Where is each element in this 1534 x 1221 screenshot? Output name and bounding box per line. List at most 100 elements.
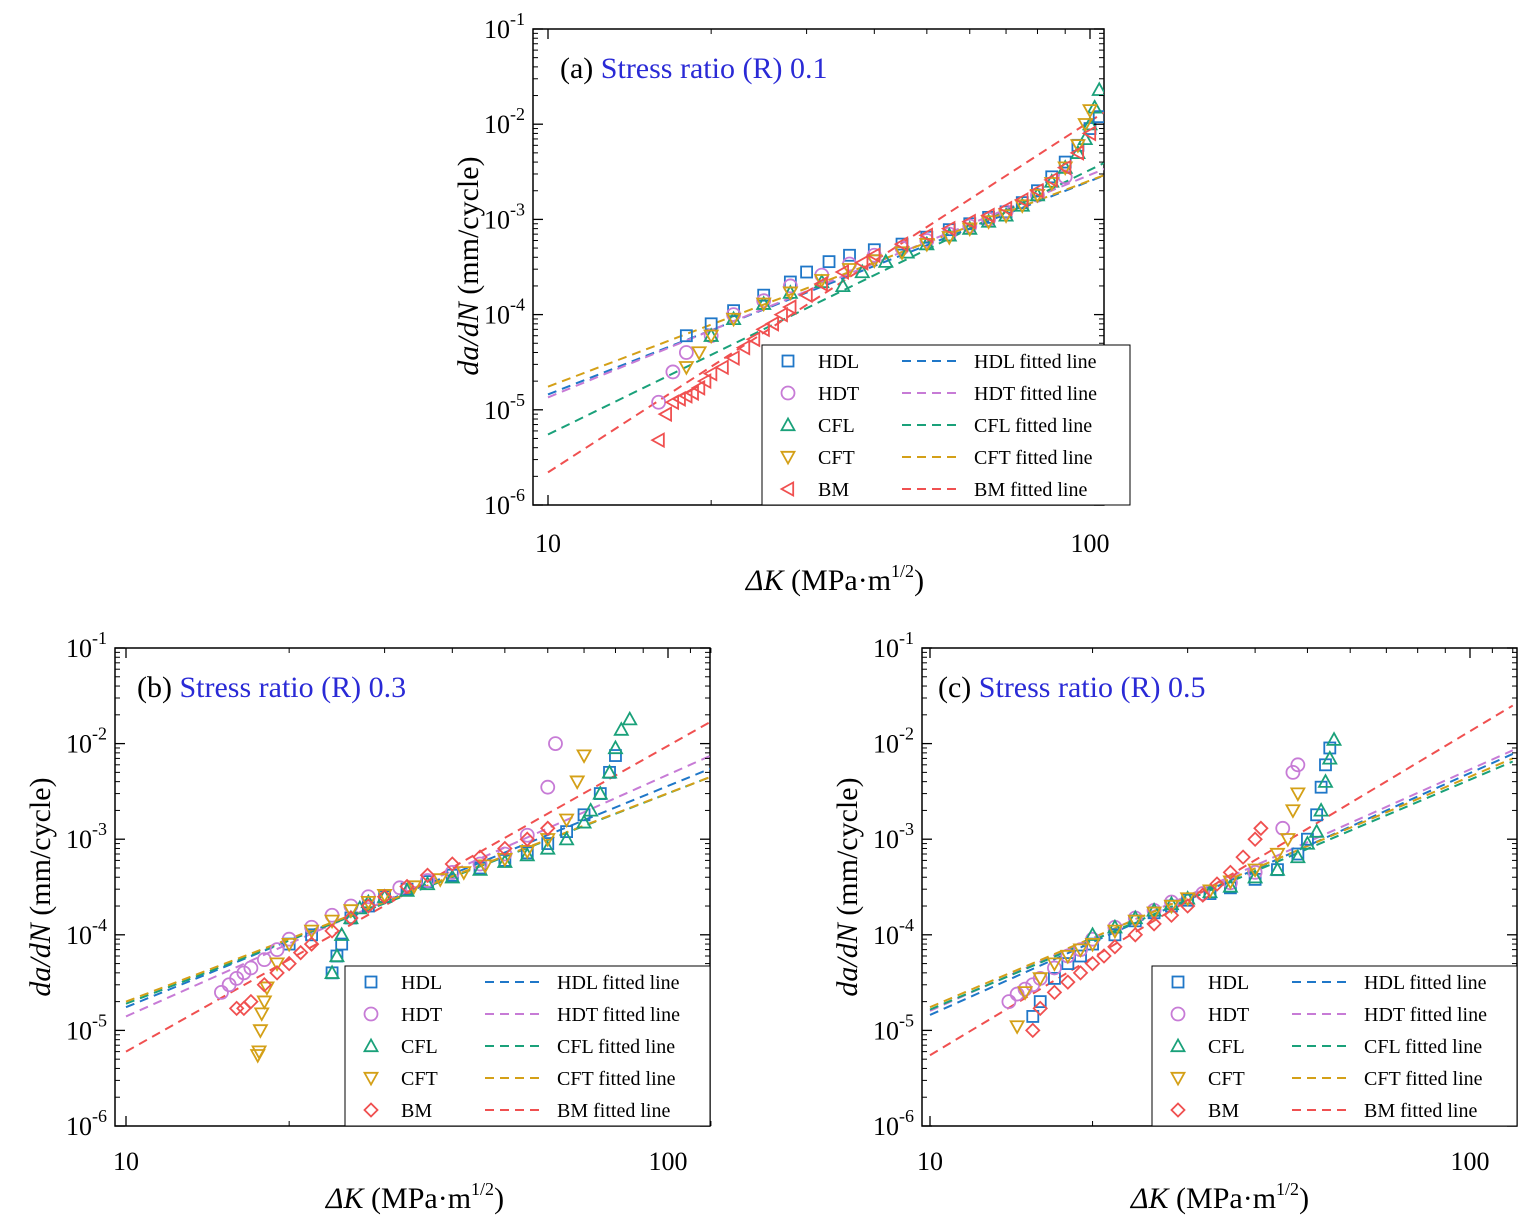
panel-c-xlabel-symbol: ΔK (1130, 1182, 1171, 1215)
panel-a-legend-label-cfl: CFL (818, 415, 855, 437)
panel-c-title-prefix: (c) (938, 671, 979, 704)
panel-b-point-bm (324, 923, 340, 939)
panel-c-point-hdt (1290, 757, 1306, 773)
panel-c-title: (c) Stress ratio (R) 0.5 (938, 671, 1205, 704)
panel-a-ylabel: da/dN (mm/cycle) (452, 156, 485, 375)
panel-a-point-cft (782, 286, 799, 302)
panel-b-legend-line-label-cft: CFT fitted line (557, 1068, 676, 1090)
panel-a-point-bm (980, 207, 995, 224)
panel-a-point-cfl (1069, 144, 1086, 159)
panel-b-point-cft (324, 914, 341, 930)
panel-c-point-cft (1017, 986, 1034, 1001)
panel-b-point-hdl (305, 928, 318, 942)
panel-b-point-bm (399, 878, 415, 895)
panel-b-point-cft (252, 1024, 269, 1039)
panel-c-point-cft (1289, 787, 1306, 802)
panel-c-point-cfl (1222, 878, 1239, 893)
panel-c-point-cft (1201, 884, 1219, 899)
panel-a-legend-label-hdt: HDT (818, 383, 859, 405)
panel-c-point-bm (1046, 984, 1063, 1001)
panel-b-ylabel-symbol: da/dN (24, 921, 57, 996)
panel-c-point-cfl (1321, 750, 1338, 765)
panel-b-point-cfl (576, 814, 593, 829)
panel-a-point-bm (961, 213, 976, 230)
panel-b-legend-label-hdt: HDT (401, 1004, 442, 1026)
panel-c-legend-marker-cfl (1169, 1037, 1187, 1053)
panel-c-point-cfl (1308, 823, 1325, 838)
panel-c-point-bm (1163, 907, 1180, 924)
panel-c-point-cfl (1146, 902, 1163, 917)
panel-a-point-cft (725, 312, 742, 328)
panel-b-point-hdt (243, 960, 259, 976)
panel-b-title-text: Stress ratio (R) 0.3 (179, 671, 406, 704)
panel-a-point-bm (702, 365, 718, 382)
panel-c-marks (929, 704, 1514, 1057)
panel-b-point-bm (376, 888, 393, 905)
panel-a-ytick-labels: 10-6 10-5 10-4 10-3 10-2 10-1 (484, 9, 525, 520)
panel-c-ytick-labels: 10-6 10-5 10-4 10-3 10-2 10-1 (873, 628, 914, 1141)
panel-b-point-bm (444, 856, 461, 872)
panel-c-point-hdt (1247, 864, 1263, 880)
panel-c-xlabel: ΔK (MPa·m1/2) (1130, 1179, 1309, 1215)
panel-b-ytick-label: 10-5 (66, 1010, 107, 1045)
panel-c-legend-line-label-cfl: CFL fitted line (1364, 1036, 1482, 1058)
panel-a-title-prefix: (a) (560, 52, 601, 85)
panel-b-point-bm (243, 993, 259, 1010)
panel-b-point-cft (258, 981, 275, 997)
panel-a-point-bm (657, 406, 672, 423)
panel-c-point-cft (1127, 914, 1144, 930)
panel-a-xlabel-close: ) (914, 564, 924, 597)
panel-a-point-bm (918, 227, 933, 244)
panel-c-point-hdl (1026, 1010, 1040, 1023)
panel-b-point-bm (292, 944, 309, 961)
panel-c-point-cft (1163, 899, 1180, 915)
panel-c-ytick-label: 10-4 (873, 915, 914, 950)
panel-b-point-cfl (558, 830, 575, 846)
panel-b-point-hdt (269, 942, 285, 958)
panel-a-point-cfl (899, 244, 916, 259)
panel-b-point-hdt (214, 984, 229, 1000)
panel-a-point-bm (813, 275, 828, 292)
panel-c-point-cft (1106, 924, 1123, 940)
panel-b-point-bm (419, 867, 436, 883)
panel-c-point-cfl (1325, 731, 1343, 746)
panel-b-xlabel-symbol: ΔK (325, 1182, 366, 1215)
panel-a-point-cfl (877, 253, 894, 268)
panel-a-legend-label-cft: CFT (818, 447, 855, 469)
panel-c-point-cft (1146, 906, 1163, 922)
panel-a-point-bm (893, 236, 909, 253)
panel-b-point-cfl (328, 947, 345, 963)
panel-a-point-hdl (1092, 110, 1104, 124)
panel-a-legend-line-label-hdt: HDT fitted line (974, 383, 1097, 405)
panel-c-point-bm (1072, 965, 1089, 981)
panel-b-marks (125, 710, 710, 1064)
panel-c-point-cft (1046, 957, 1063, 972)
panel-c-ylabel-symbol: da/dN (831, 921, 864, 996)
panel-c-point-bm (1146, 916, 1162, 932)
panel-c-legend-line-label-cft: CFT fitted line (1364, 1068, 1483, 1090)
panel-b-point-cft (251, 1045, 268, 1060)
panel-a-point-bm (773, 306, 788, 323)
panel-b-ytick-label: 10-2 (66, 724, 107, 759)
panel-a-point-bm (696, 373, 712, 390)
panel-b-point-hdt (472, 856, 488, 872)
panel-b-legend-label-hdl: HDL (401, 972, 442, 994)
panel-b-point-hdl (609, 749, 622, 762)
panel-c-point-hdt (1009, 986, 1025, 1002)
panel-a-ytick-label: 10-6 (484, 485, 525, 520)
panel-c-point-bm (1096, 948, 1112, 964)
panel-b-point-cfl (601, 764, 618, 779)
panel-a-legend-line-label-cft: CFT fitted line (974, 447, 1093, 469)
panel-c: 10 100 10-6 10-5 10-4 10-3 10-2 10-1 ΔK (MPa·… (831, 628, 1518, 1215)
panel-a-point-cft (1069, 139, 1086, 154)
panel-a-point-bm (764, 315, 780, 332)
panel-b-point-bm (256, 977, 273, 993)
panel-c-point-hdt (1047, 960, 1062, 976)
panel-b-point-cft (455, 866, 472, 881)
panel-a-legend-line-label-cfl: CFL fitted line (974, 415, 1092, 437)
panel-b-point-cft (269, 957, 286, 972)
panel-b-xtick-100: 100 (649, 1147, 688, 1176)
panel-c-legend-line-label-bm: BM fitted line (1364, 1100, 1477, 1122)
panel-a-ytick-label: 10-5 (484, 390, 525, 425)
